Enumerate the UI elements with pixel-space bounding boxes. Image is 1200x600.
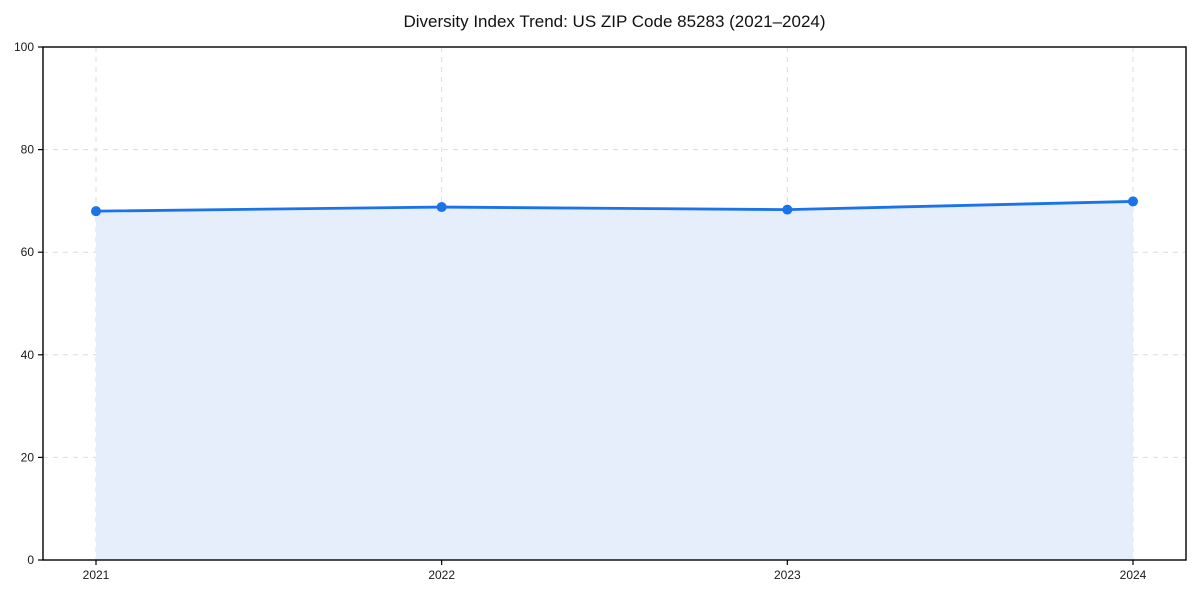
plot-spines [42,46,1187,561]
x-tick-label: 2021 [83,568,110,582]
y-tick-label: 20 [21,450,35,464]
y-tick-label: 80 [21,143,35,157]
x-tick-label: 2024 [1120,568,1147,582]
chart-title: Diversity Index Trend: US ZIP Code 85283… [403,12,826,31]
y-tick-label: 40 [21,348,35,362]
y-tick-label: 100 [14,40,34,54]
y-tick-label: 60 [21,245,35,259]
data-point-marker [782,204,793,215]
x-tick-label: 2022 [428,568,455,582]
data-point-marker [1128,196,1138,207]
y-tick-label: 0 [27,553,34,567]
series-line [95,200,1134,213]
x-tick-label: 2023 [774,568,801,582]
series-area-fill [96,201,1133,560]
data-point-marker [436,202,447,213]
data-point-marker [91,206,101,217]
